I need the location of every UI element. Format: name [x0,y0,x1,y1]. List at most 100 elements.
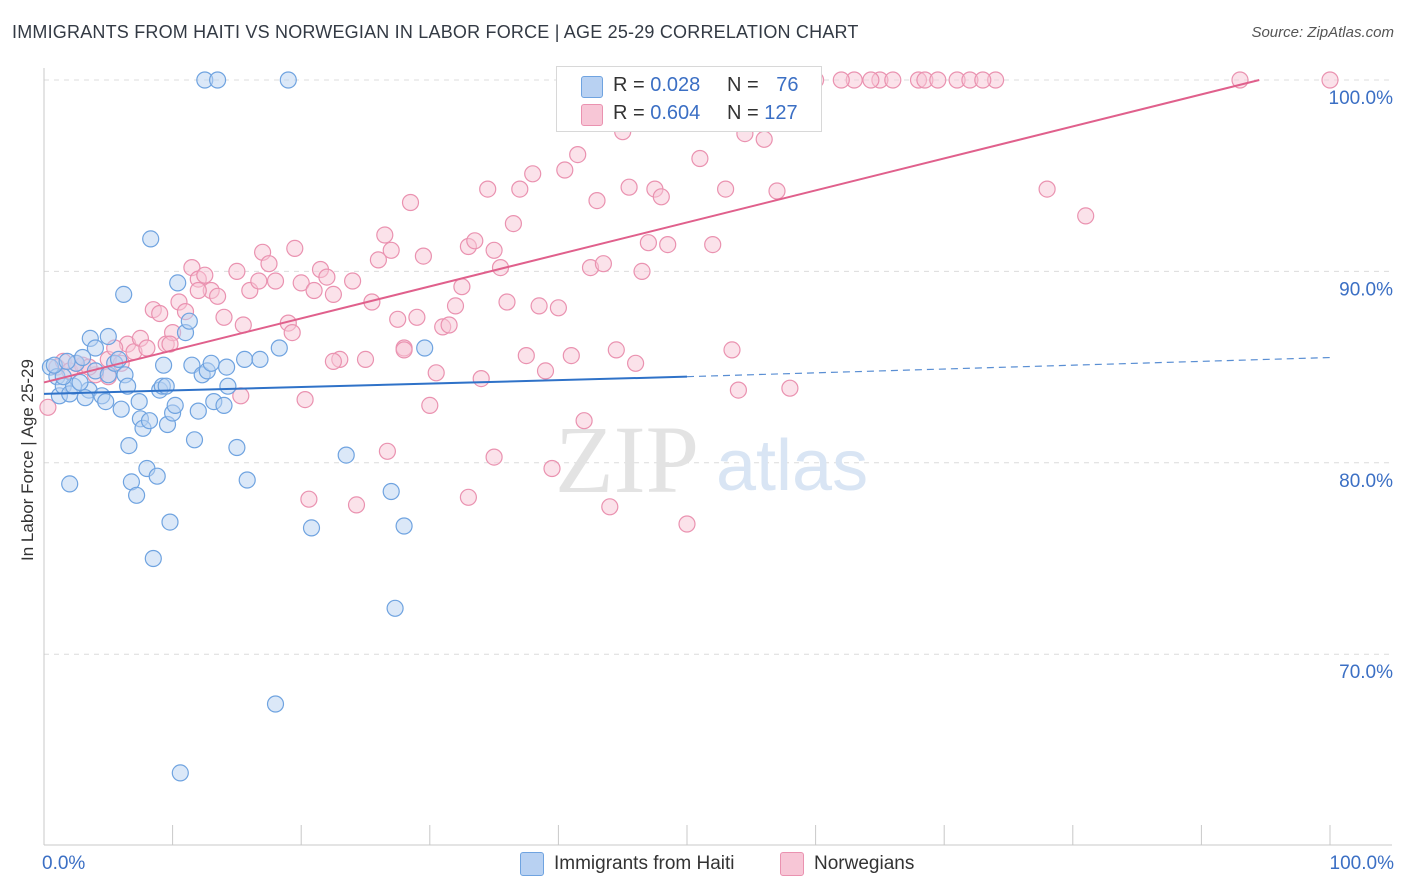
point-norwegians [1321,71,1339,89]
point-norwegians [196,266,214,284]
point-norwegians [305,281,323,300]
point-norwegians [479,180,497,198]
point-norwegians [189,281,207,300]
point-norwegians [286,239,304,257]
point-norwegians [884,71,902,89]
point-norwegians [466,232,484,250]
point-haiti [238,471,256,489]
y-axis-title: In Labor Force | Age 25-29 [18,359,37,561]
point-norwegians [356,350,375,368]
point-haiti [86,339,105,357]
point-haiti [416,339,434,357]
point-norwegians [459,488,477,506]
point-norwegians [228,262,246,280]
y-tick-label: 90.0% [1339,279,1393,300]
point-norwegians [832,71,850,89]
point-haiti [130,393,148,411]
point-norwegians [151,304,169,323]
point-norwegians [414,247,432,265]
point-norwegians [395,341,413,359]
point-haiti [155,356,173,374]
point-norwegians [215,308,233,326]
r-label: R = 0.028 [613,74,701,96]
point-norwegians [536,362,555,380]
point-haiti [142,230,160,248]
point-norwegians [974,71,992,89]
n-label: N = 76 [727,74,799,96]
point-haiti [161,513,179,531]
point-haiti [120,437,138,455]
point-norwegians [678,515,696,533]
point-norwegians [283,324,301,342]
point-norwegians [549,299,568,317]
legend-label-norwegians: Norwegians [814,853,915,875]
point-haiti [236,350,254,368]
point-haiti [386,599,404,617]
point-haiti [97,393,115,411]
legend-item-haiti: Immigrants from Haiti [520,852,735,876]
point-haiti [112,400,130,418]
data-points [39,71,1339,782]
point-haiti [189,402,207,420]
n-label: N = 127 [727,102,798,124]
point-norwegians [524,165,542,183]
point-norwegians [626,354,645,372]
point-norwegians [1038,180,1056,198]
point-norwegians [324,352,342,370]
point-norwegians [266,272,285,290]
r-label: R = 0.604 [613,102,701,124]
point-norwegians [575,412,593,430]
point-norwegians [382,241,400,259]
watermark: ZIP atlas [555,406,868,513]
point-norwegians [517,347,535,365]
trend-line-norwegians [43,79,1260,384]
point-norwegians [556,161,574,179]
point-haiti [166,396,184,414]
point-norwegians [601,498,619,516]
point-haiti [99,327,117,346]
axes [43,68,1392,846]
point-norwegians [729,381,748,399]
point-norwegians [344,272,362,290]
point-haiti [115,285,133,303]
point-haiti [118,377,137,395]
point-norwegians [296,391,314,409]
point-norwegians [929,71,947,89]
point-norwegians [378,442,396,460]
r-value-haiti: 0.028 [650,74,701,96]
y-tick-label: 100.0% [1329,88,1394,109]
point-haiti [202,354,220,372]
point-haiti [180,312,198,330]
point-haiti [251,350,269,368]
point-haiti [144,549,162,568]
point-haiti [219,377,237,395]
swatch-norwegians [581,104,603,126]
point-norwegians [607,341,625,359]
point-norwegians [704,236,722,254]
point-norwegians [209,287,227,305]
legend-item-norwegians: Norwegians [780,852,914,876]
point-norwegians [421,396,439,414]
point-norwegians [408,308,426,326]
n-value-haiti: 76 [776,74,799,96]
point-norwegians [427,364,445,382]
point-haiti [171,764,189,782]
point-norwegians [250,272,268,290]
point-norwegians [485,448,503,466]
point-norwegians [594,255,613,273]
point-norwegians [543,459,561,478]
point-haiti [382,482,400,501]
legend-label-haiti: Immigrants from Haiti [554,853,735,875]
point-haiti [71,373,89,391]
point-norwegians [446,297,465,315]
point-norwegians [485,241,503,259]
legend-swatch-norwegians [780,852,804,876]
point-haiti [270,339,288,357]
point-norwegians [453,278,471,296]
point-haiti [140,412,159,430]
point-haiti [157,377,175,395]
point-haiti [337,446,355,464]
r-value-norwegians: 0.604 [650,102,701,124]
watermark-atlas: atlas [716,426,868,506]
